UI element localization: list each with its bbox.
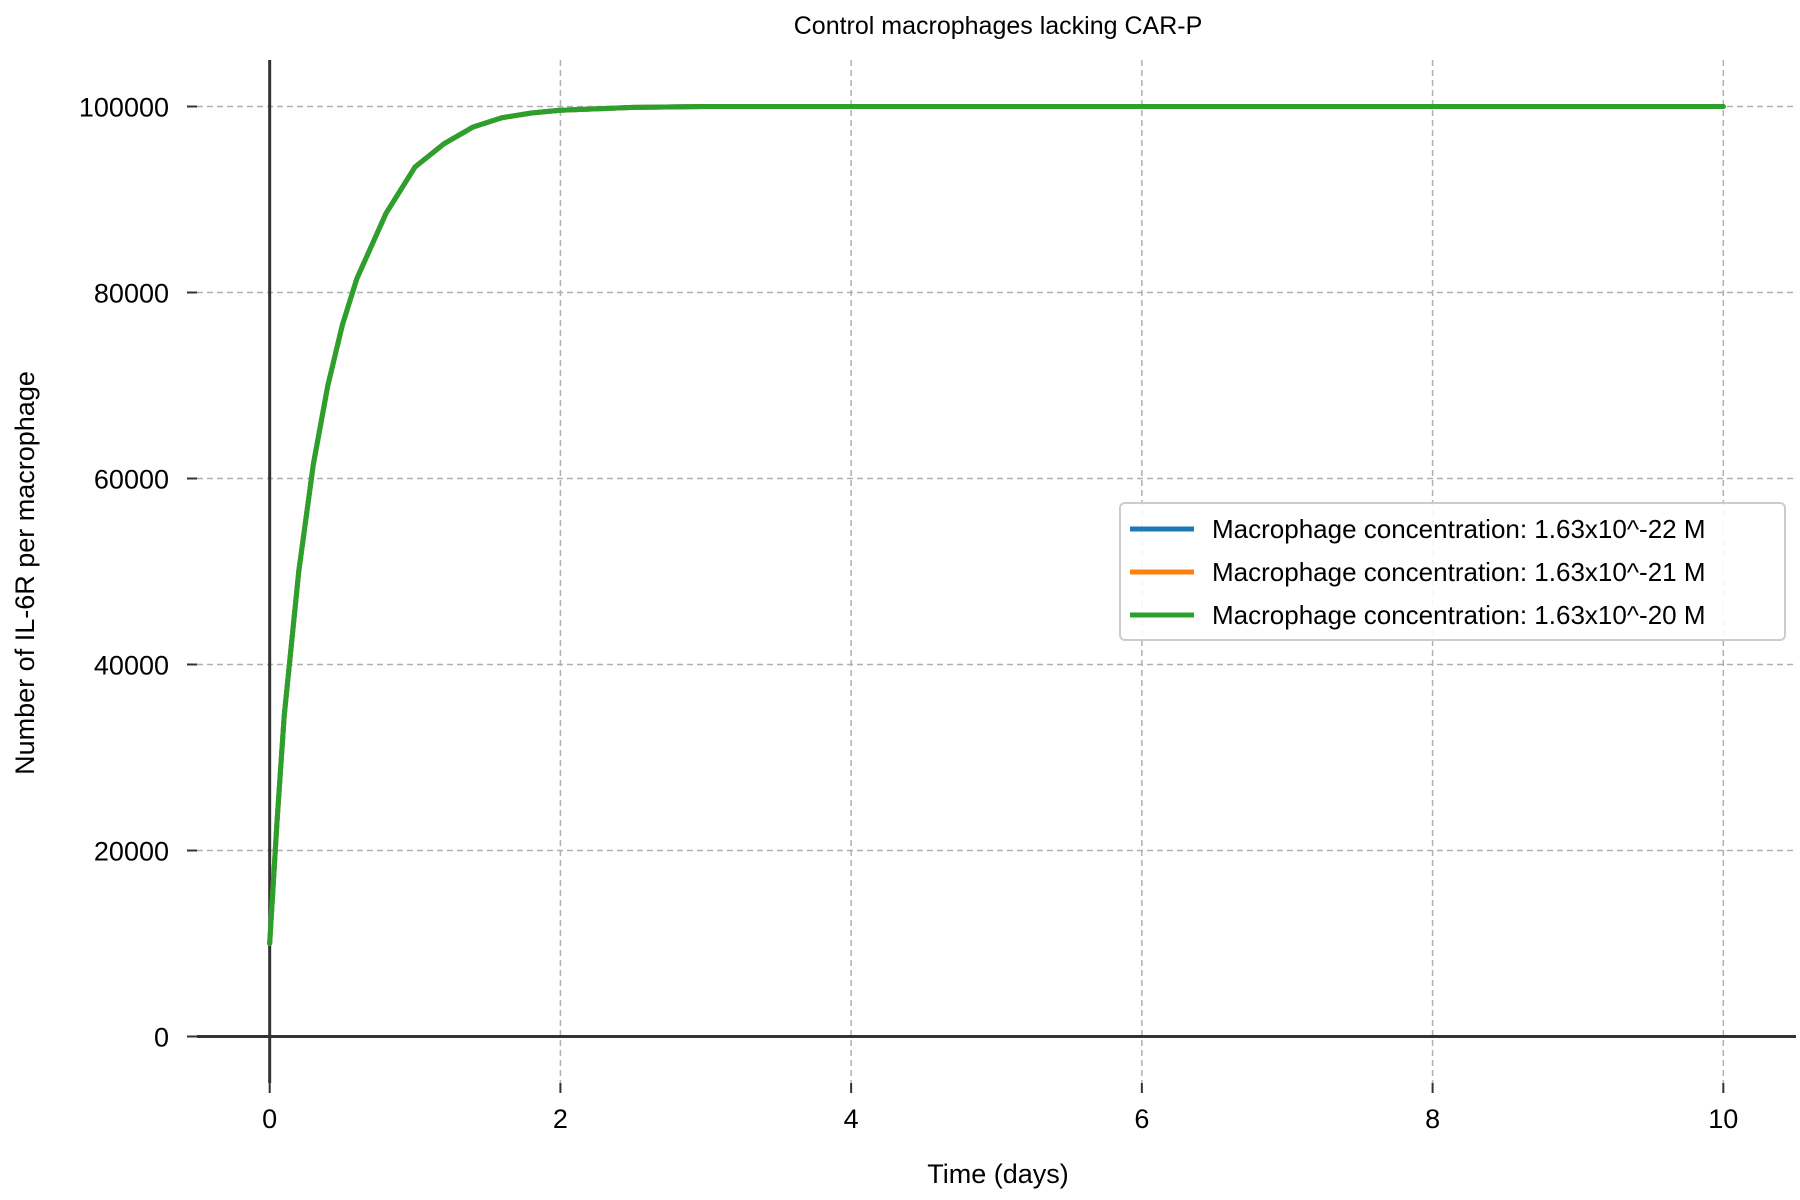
legend-label-1: Macrophage concentration: 1.63x10^-22 M	[1212, 514, 1706, 544]
tick-layer: 0 2 4 6 8 10 0 20000 40000 60000 80000 100000	[79, 93, 1738, 1135]
legend: Macrophage concentration: 1.63x10^-22 M M…	[1119, 502, 1786, 641]
legend-label-2: Macrophage concentration: 1.63x10^-21 M	[1212, 557, 1706, 587]
y-axis-label: Number of IL-6R per macrophage	[10, 371, 40, 775]
legend-label-3: Macrophage concentration: 1.63x10^-20 M	[1212, 600, 1706, 630]
y-tick-label: 0	[154, 1023, 169, 1053]
x-tick-label: 0	[262, 1104, 277, 1134]
y-tick-label: 20000	[94, 837, 169, 867]
x-tick-label: 6	[1134, 1104, 1149, 1134]
x-tick-label: 4	[844, 1104, 859, 1134]
series-layer	[267, 104, 1726, 946]
x-tick-label: 10	[1708, 1104, 1738, 1134]
series-line-3	[267, 104, 1726, 946]
y-tick-label: 100000	[79, 93, 169, 123]
x-axis-label: Time (days)	[927, 1159, 1069, 1189]
x-tick-label: 2	[553, 1104, 568, 1134]
x-tick-label: 8	[1425, 1104, 1440, 1134]
legend-box	[1119, 502, 1786, 641]
chart-title: Control macrophages lacking CAR-P	[794, 12, 1203, 40]
y-tick-label: 60000	[94, 465, 169, 495]
y-tick-label: 80000	[94, 279, 169, 309]
y-tick-label: 40000	[94, 651, 169, 681]
